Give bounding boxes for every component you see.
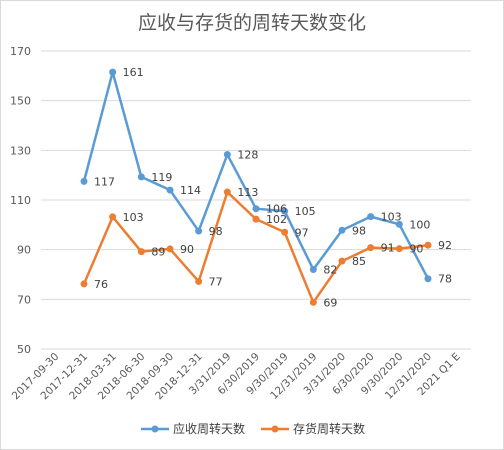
data-label: 100 <box>409 218 430 231</box>
y-tick-label: 170 <box>10 45 31 58</box>
data-point <box>109 68 117 76</box>
data-label: 85 <box>352 255 366 268</box>
data-point <box>252 205 260 213</box>
data-point <box>309 266 317 274</box>
series-lines <box>80 68 432 306</box>
data-label: 114 <box>180 184 201 197</box>
data-point <box>166 245 174 253</box>
y-tick-label: 150 <box>10 95 31 108</box>
data-point <box>166 186 174 194</box>
data-label: 97 <box>295 226 309 239</box>
data-point <box>109 213 117 221</box>
data-label: 106 <box>266 203 287 216</box>
data-label: 77 <box>209 275 223 288</box>
data-point <box>80 280 88 288</box>
data-label: 82 <box>323 264 337 277</box>
data-point <box>338 257 346 265</box>
data-point <box>281 228 289 236</box>
data-point <box>223 151 231 159</box>
y-tick-label: 90 <box>17 244 31 257</box>
data-point <box>195 227 203 235</box>
data-label: 76 <box>94 278 108 291</box>
data-label: 128 <box>237 149 258 162</box>
data-label: 105 <box>295 205 316 218</box>
data-labels: 117 161 119 114 98 128 106 105 82 98 103 100 78 76 103… <box>94 66 452 309</box>
data-point <box>195 277 203 285</box>
legend-marker <box>271 425 279 433</box>
data-point <box>223 188 231 196</box>
data-point <box>367 213 375 221</box>
data-label: 117 <box>94 175 115 188</box>
data-label: 90 <box>180 243 194 256</box>
data-label: 161 <box>123 66 144 79</box>
data-point <box>137 248 145 256</box>
y-axis-ticks: 50 70 90 110 130 150 170 <box>10 45 31 356</box>
data-label: 102 <box>266 213 287 226</box>
data-label: 119 <box>151 171 172 184</box>
data-point <box>338 226 346 234</box>
data-label: 113 <box>237 186 258 199</box>
y-tick-label: 130 <box>10 144 31 157</box>
data-label: 98 <box>352 224 366 237</box>
data-point <box>252 215 260 223</box>
data-point <box>395 220 403 228</box>
y-tick-label: 110 <box>10 194 31 207</box>
data-point <box>309 298 317 306</box>
legend: 应收周转天数 存货周转天数 <box>141 421 365 436</box>
y-tick-label: 70 <box>17 293 31 306</box>
data-point <box>80 177 88 185</box>
data-label: 90 <box>409 243 423 256</box>
data-label: 91 <box>381 242 395 255</box>
legend-marker <box>151 425 159 433</box>
data-point <box>424 275 432 283</box>
data-label: 89 <box>151 246 165 259</box>
gridlines <box>41 50 471 350</box>
legend-label: 应收周转天数 <box>173 421 245 436</box>
data-label: 103 <box>381 211 402 224</box>
data-label: 103 <box>123 211 144 224</box>
legend-label: 存货周转天数 <box>293 421 365 436</box>
data-point <box>395 245 403 253</box>
data-point <box>281 207 289 215</box>
data-label: 92 <box>438 239 452 252</box>
x-axis-ticks: 2017-09-302017-12-312018-03-312018-06-30… <box>10 351 463 403</box>
data-label: 98 <box>209 225 223 238</box>
y-tick-label: 50 <box>17 343 31 356</box>
data-label: 69 <box>323 296 337 309</box>
data-label: 78 <box>438 273 452 286</box>
data-point <box>367 244 375 252</box>
data-point <box>424 241 432 249</box>
chart-title: 应收与存货的周转天数变化 <box>138 12 366 34</box>
data-point <box>137 173 145 181</box>
